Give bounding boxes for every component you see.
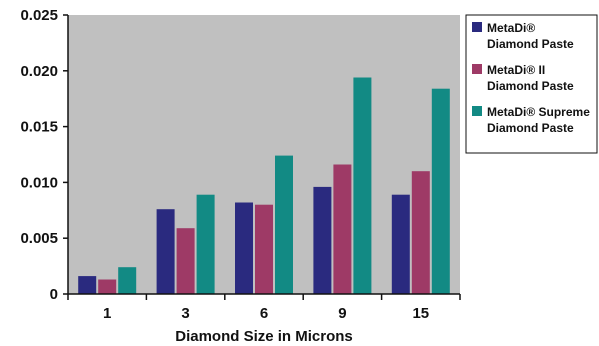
bar-1-6 (235, 202, 253, 294)
y-tick-label: 0.010 (20, 174, 58, 191)
x-tick-label: 3 (181, 305, 189, 322)
y-axis: 0 0.005 0.010 0.015 0.020 0.025 (20, 7, 69, 303)
x-tick-label: 6 (260, 305, 268, 322)
y-tick-label: 0.005 (20, 230, 58, 247)
bar-2-1 (98, 279, 117, 294)
legend-swatch (472, 106, 482, 116)
bar-3-1 (118, 267, 137, 294)
bar-2-3 (176, 228, 195, 294)
y-tick-label: 0.020 (20, 63, 58, 80)
bar-2-9 (333, 164, 352, 294)
bar-1-15 (391, 194, 410, 294)
y-tick-label: 0 (50, 286, 58, 303)
bar-3-9 (353, 77, 372, 294)
legend-label: Diamond Paste (487, 121, 574, 135)
legend-label: Diamond Paste (487, 79, 574, 93)
x-tick-label: 9 (338, 305, 346, 322)
x-axis-title: Diamond Size in Microns (175, 328, 353, 345)
bar-1-3 (156, 209, 175, 294)
legend-box (465, 14, 598, 154)
legend-label: MetaDi® (487, 21, 535, 35)
y-tick-label: 0.015 (20, 119, 58, 136)
bars (78, 77, 450, 294)
bar-1-9 (313, 186, 332, 294)
legend-swatch (472, 22, 482, 32)
legend-label: Diamond Paste (487, 37, 574, 51)
legend-label: MetaDi® II (487, 63, 545, 77)
bar-1-1 (78, 276, 97, 294)
x-tick-label: 15 (412, 305, 429, 322)
legend-label: MetaDi® Supreme (487, 105, 590, 119)
bar-2-6 (255, 204, 273, 294)
bar-3-15 (431, 88, 450, 294)
bar-3-3 (196, 194, 215, 294)
legend-swatch (472, 64, 482, 74)
bar-2-15 (411, 171, 430, 294)
x-axis: 1 3 6 9 15 (67, 293, 461, 322)
x-tick-label: 1 (103, 305, 111, 322)
bar-3-6 (275, 155, 293, 294)
y-tick-label: 0.025 (20, 7, 58, 24)
legend: MetaDi® Diamond Paste MetaDi® II Diamond Pa… (465, 14, 598, 154)
